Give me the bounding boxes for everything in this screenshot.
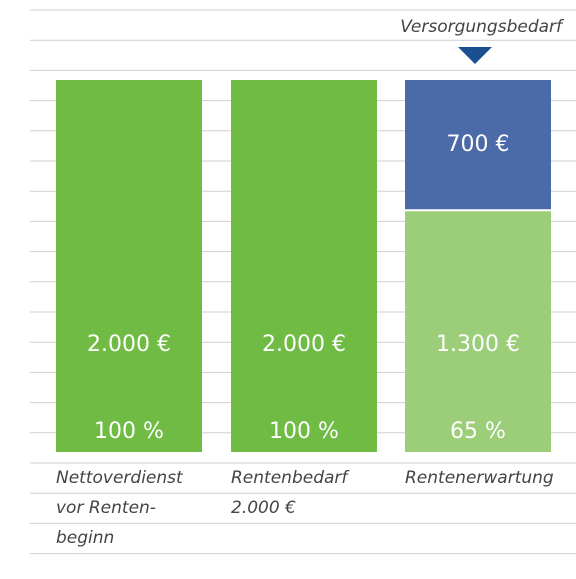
bar-segment bbox=[231, 80, 377, 452]
value-label: 1.300 € bbox=[436, 332, 520, 357]
category-label: 2.000 € bbox=[231, 498, 296, 518]
bar-segment bbox=[405, 80, 551, 211]
percent-label: 65 % bbox=[450, 419, 506, 444]
category-label: Rentenbedarf bbox=[231, 468, 350, 488]
category-label: Nettoverdienst bbox=[56, 468, 184, 488]
annotation-marker bbox=[458, 47, 492, 64]
percent-label: 100 % bbox=[269, 419, 339, 444]
category-label: beginn bbox=[56, 528, 114, 548]
value-label: 2.000 € bbox=[87, 332, 171, 357]
annotation: Versorgungsbedarf bbox=[400, 17, 565, 37]
bar-segment bbox=[56, 80, 202, 452]
value-label: 2.000 € bbox=[262, 332, 346, 357]
bar-segment bbox=[405, 210, 551, 452]
value-label: 700 € bbox=[447, 132, 510, 157]
category-label: vor Renten- bbox=[56, 498, 156, 518]
percent-label: 100 % bbox=[94, 419, 164, 444]
category-label: Rentenerwartung bbox=[405, 468, 554, 488]
